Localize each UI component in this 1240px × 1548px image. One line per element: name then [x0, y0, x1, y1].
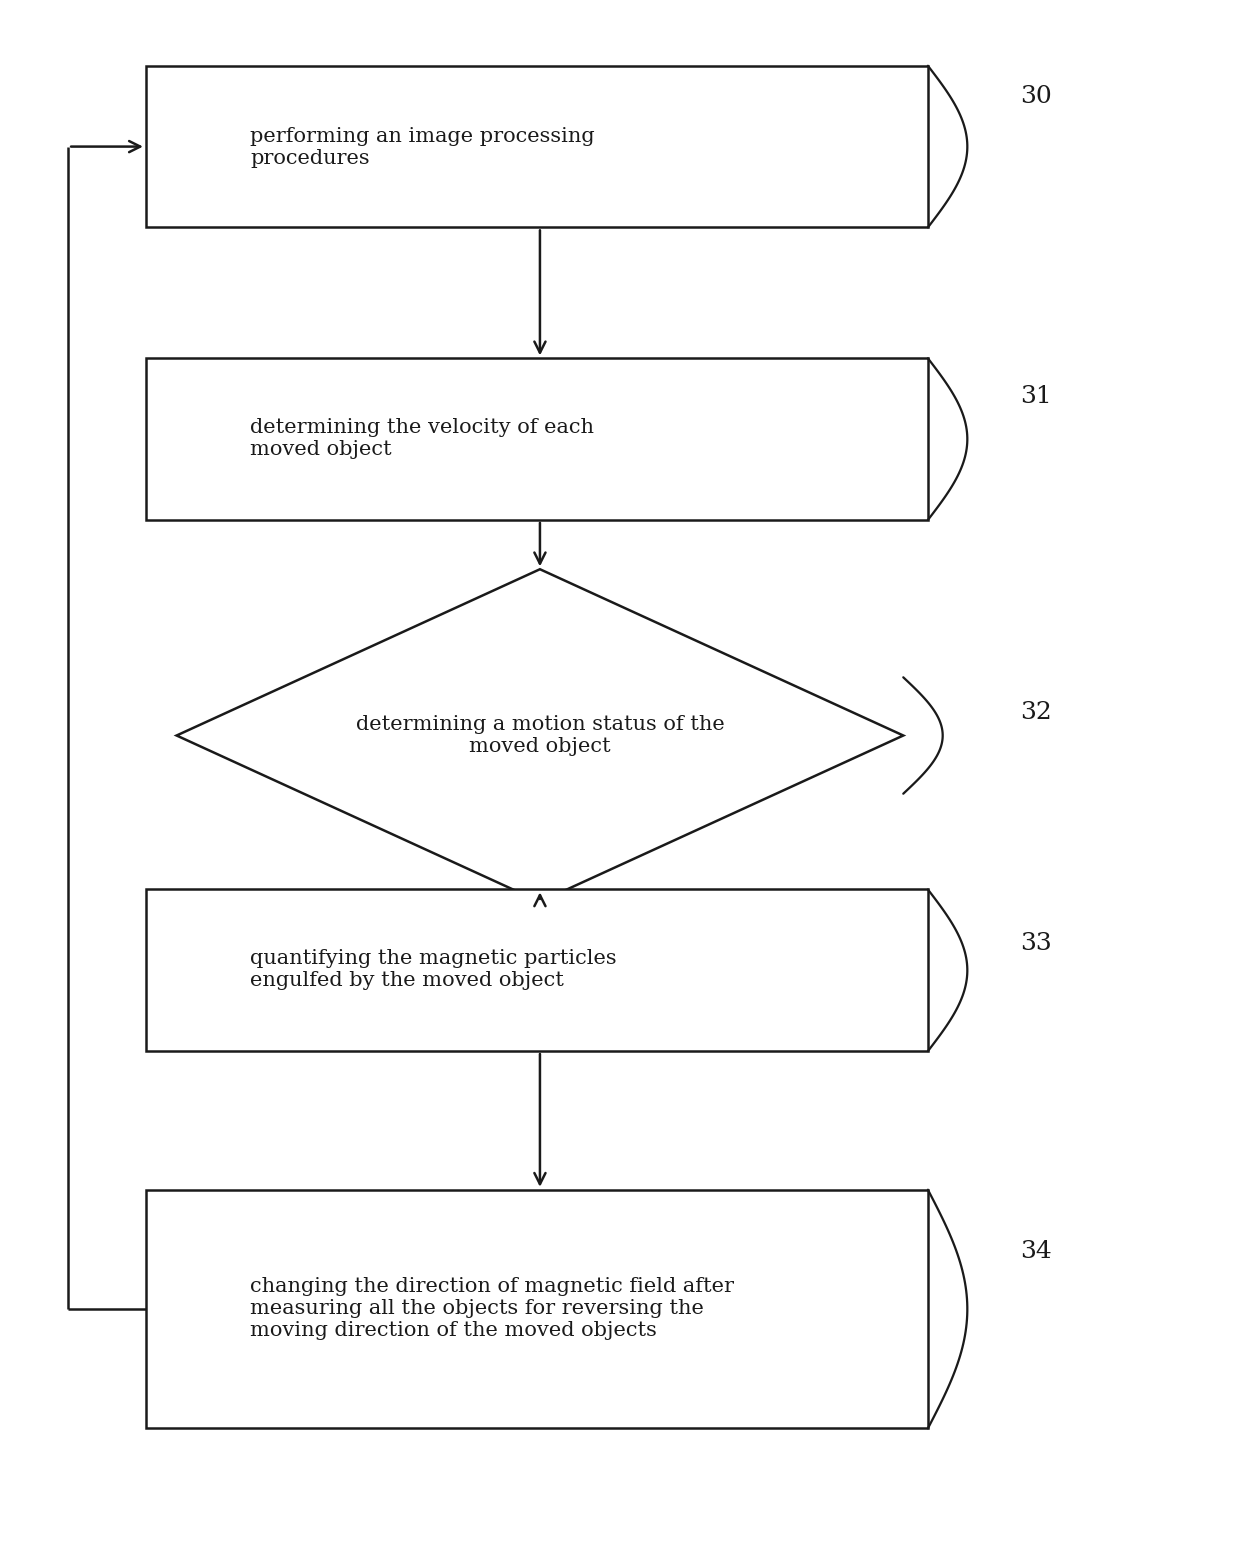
Text: 33: 33	[1021, 932, 1052, 955]
Bar	[146, 890, 928, 1051]
Bar	[146, 65, 928, 228]
Bar	[146, 1190, 928, 1429]
Text: 31: 31	[1021, 385, 1052, 409]
Text: changing the direction of magnetic field after
measuring all the objects for rev: changing the direction of magnetic field…	[250, 1277, 734, 1339]
Text: determining the velocity of each
moved object: determining the velocity of each moved o…	[250, 418, 594, 458]
Bar	[146, 358, 928, 520]
Text: performing an image processing
procedures: performing an image processing procedure…	[250, 127, 595, 167]
Polygon shape	[176, 570, 903, 902]
Text: 34: 34	[1021, 1240, 1052, 1263]
Text: determining a motion status of the
moved object: determining a motion status of the moved…	[356, 715, 724, 755]
Text: 32: 32	[1021, 701, 1052, 724]
Text: quantifying the magnetic particles
engulfed by the moved object: quantifying the magnetic particles engul…	[250, 949, 618, 991]
Text: 30: 30	[1021, 85, 1052, 108]
